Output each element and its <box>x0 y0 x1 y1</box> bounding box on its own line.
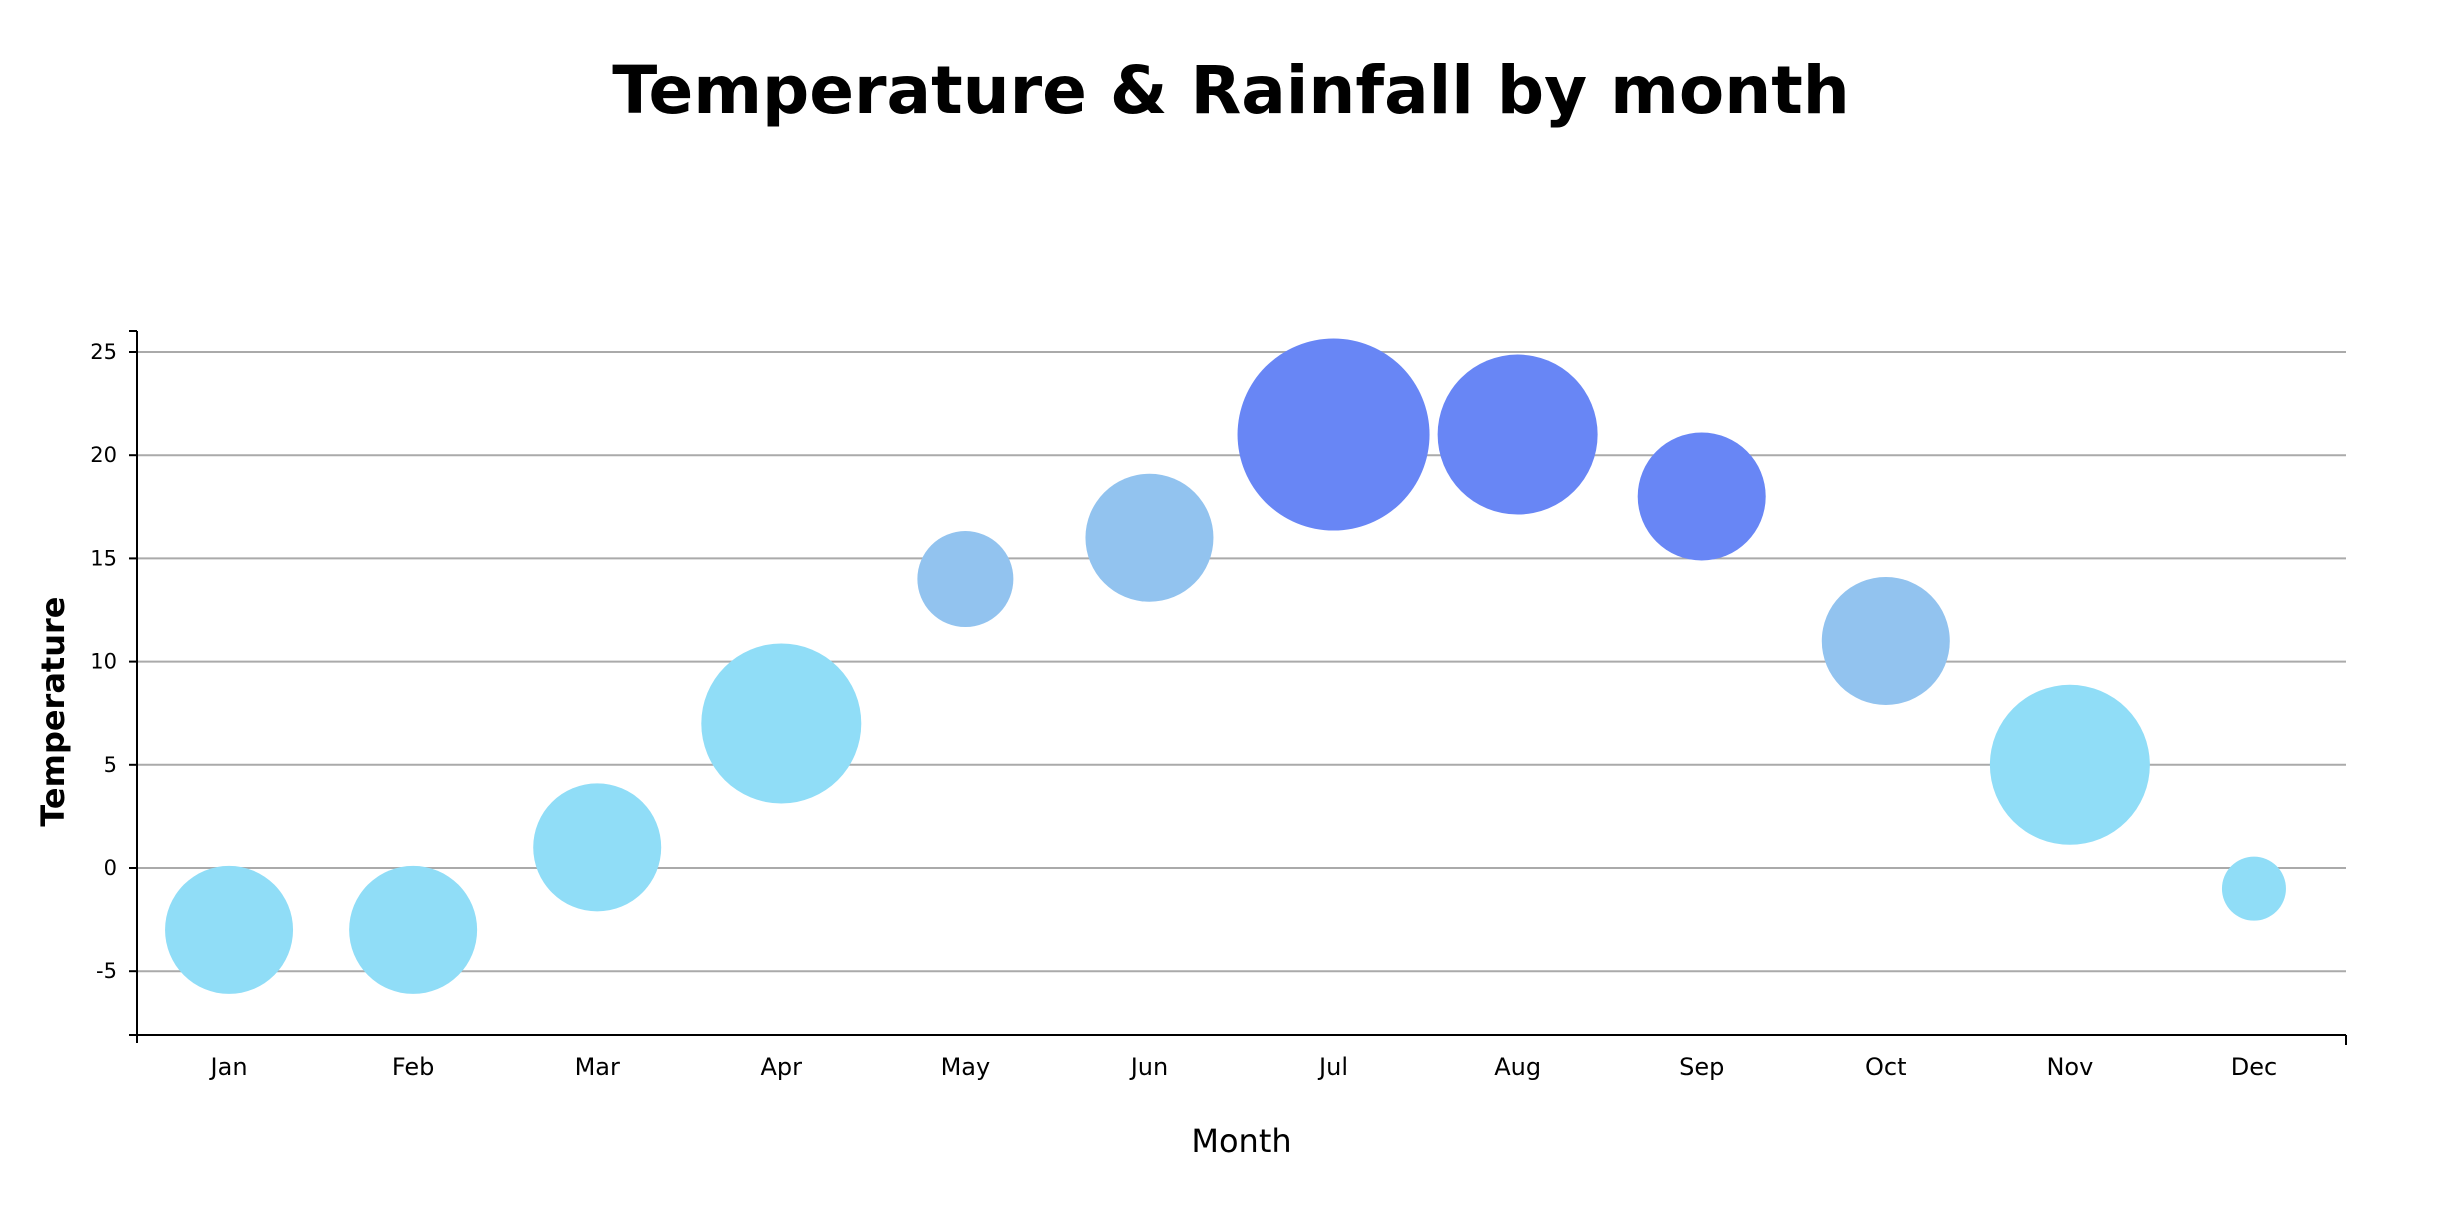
x-axis-title: Month <box>1191 1122 1291 1160</box>
x-tick-label: Jun <box>1129 1053 1169 1081</box>
x-tick-label: Jul <box>1317 1053 1348 1081</box>
bubble-may <box>917 531 1014 628</box>
bubble-dec <box>2221 856 2286 921</box>
x-tick-label: Oct <box>1865 1053 1907 1081</box>
y-axis-ticks: 25 20 15 10 5 0 -5 <box>90 340 137 983</box>
y-tick-label: 5 <box>104 753 117 777</box>
x-tick-label: Sep <box>1679 1053 1724 1081</box>
x-tick-label: May <box>941 1053 991 1081</box>
bubbles <box>165 338 2286 994</box>
x-axis-ticks: Jan Feb Mar Apr May Jun Jul Aug Sep Oct Nov Dec <box>209 1053 2278 1081</box>
bubble-mar <box>533 783 662 912</box>
y-tick-label: -5 <box>96 959 117 983</box>
chart-title: Temperature & Rainfall by month <box>612 52 1850 129</box>
y-tick-label: 10 <box>90 650 117 674</box>
bubble-apr <box>701 643 862 804</box>
bubble-nov <box>1989 684 2150 845</box>
x-tick-label: Jan <box>209 1053 248 1081</box>
bubble-jun <box>1085 473 1214 602</box>
axes <box>129 330 2347 1045</box>
x-tick-label: Mar <box>575 1053 620 1081</box>
y-tick-label: 20 <box>90 443 117 467</box>
bubble-feb <box>349 865 478 994</box>
y-axis-title: Temperature <box>34 597 72 827</box>
x-tick-label: Feb <box>392 1053 435 1081</box>
bubble-oct <box>1821 576 1950 705</box>
bubble-jan <box>165 865 294 994</box>
x-tick-label: Nov <box>2046 1053 2093 1081</box>
y-tick-label: 15 <box>90 546 117 570</box>
y-tick-label: 0 <box>104 856 117 880</box>
x-tick-label: Dec <box>2231 1053 2277 1081</box>
bubble-sep <box>1637 432 1766 561</box>
x-tick-label: Aug <box>1494 1053 1541 1081</box>
x-tick-label: Apr <box>761 1053 803 1081</box>
y-tick-label: 25 <box>90 340 117 364</box>
bubble-jul <box>1237 338 1430 531</box>
bubble-aug <box>1437 354 1598 515</box>
